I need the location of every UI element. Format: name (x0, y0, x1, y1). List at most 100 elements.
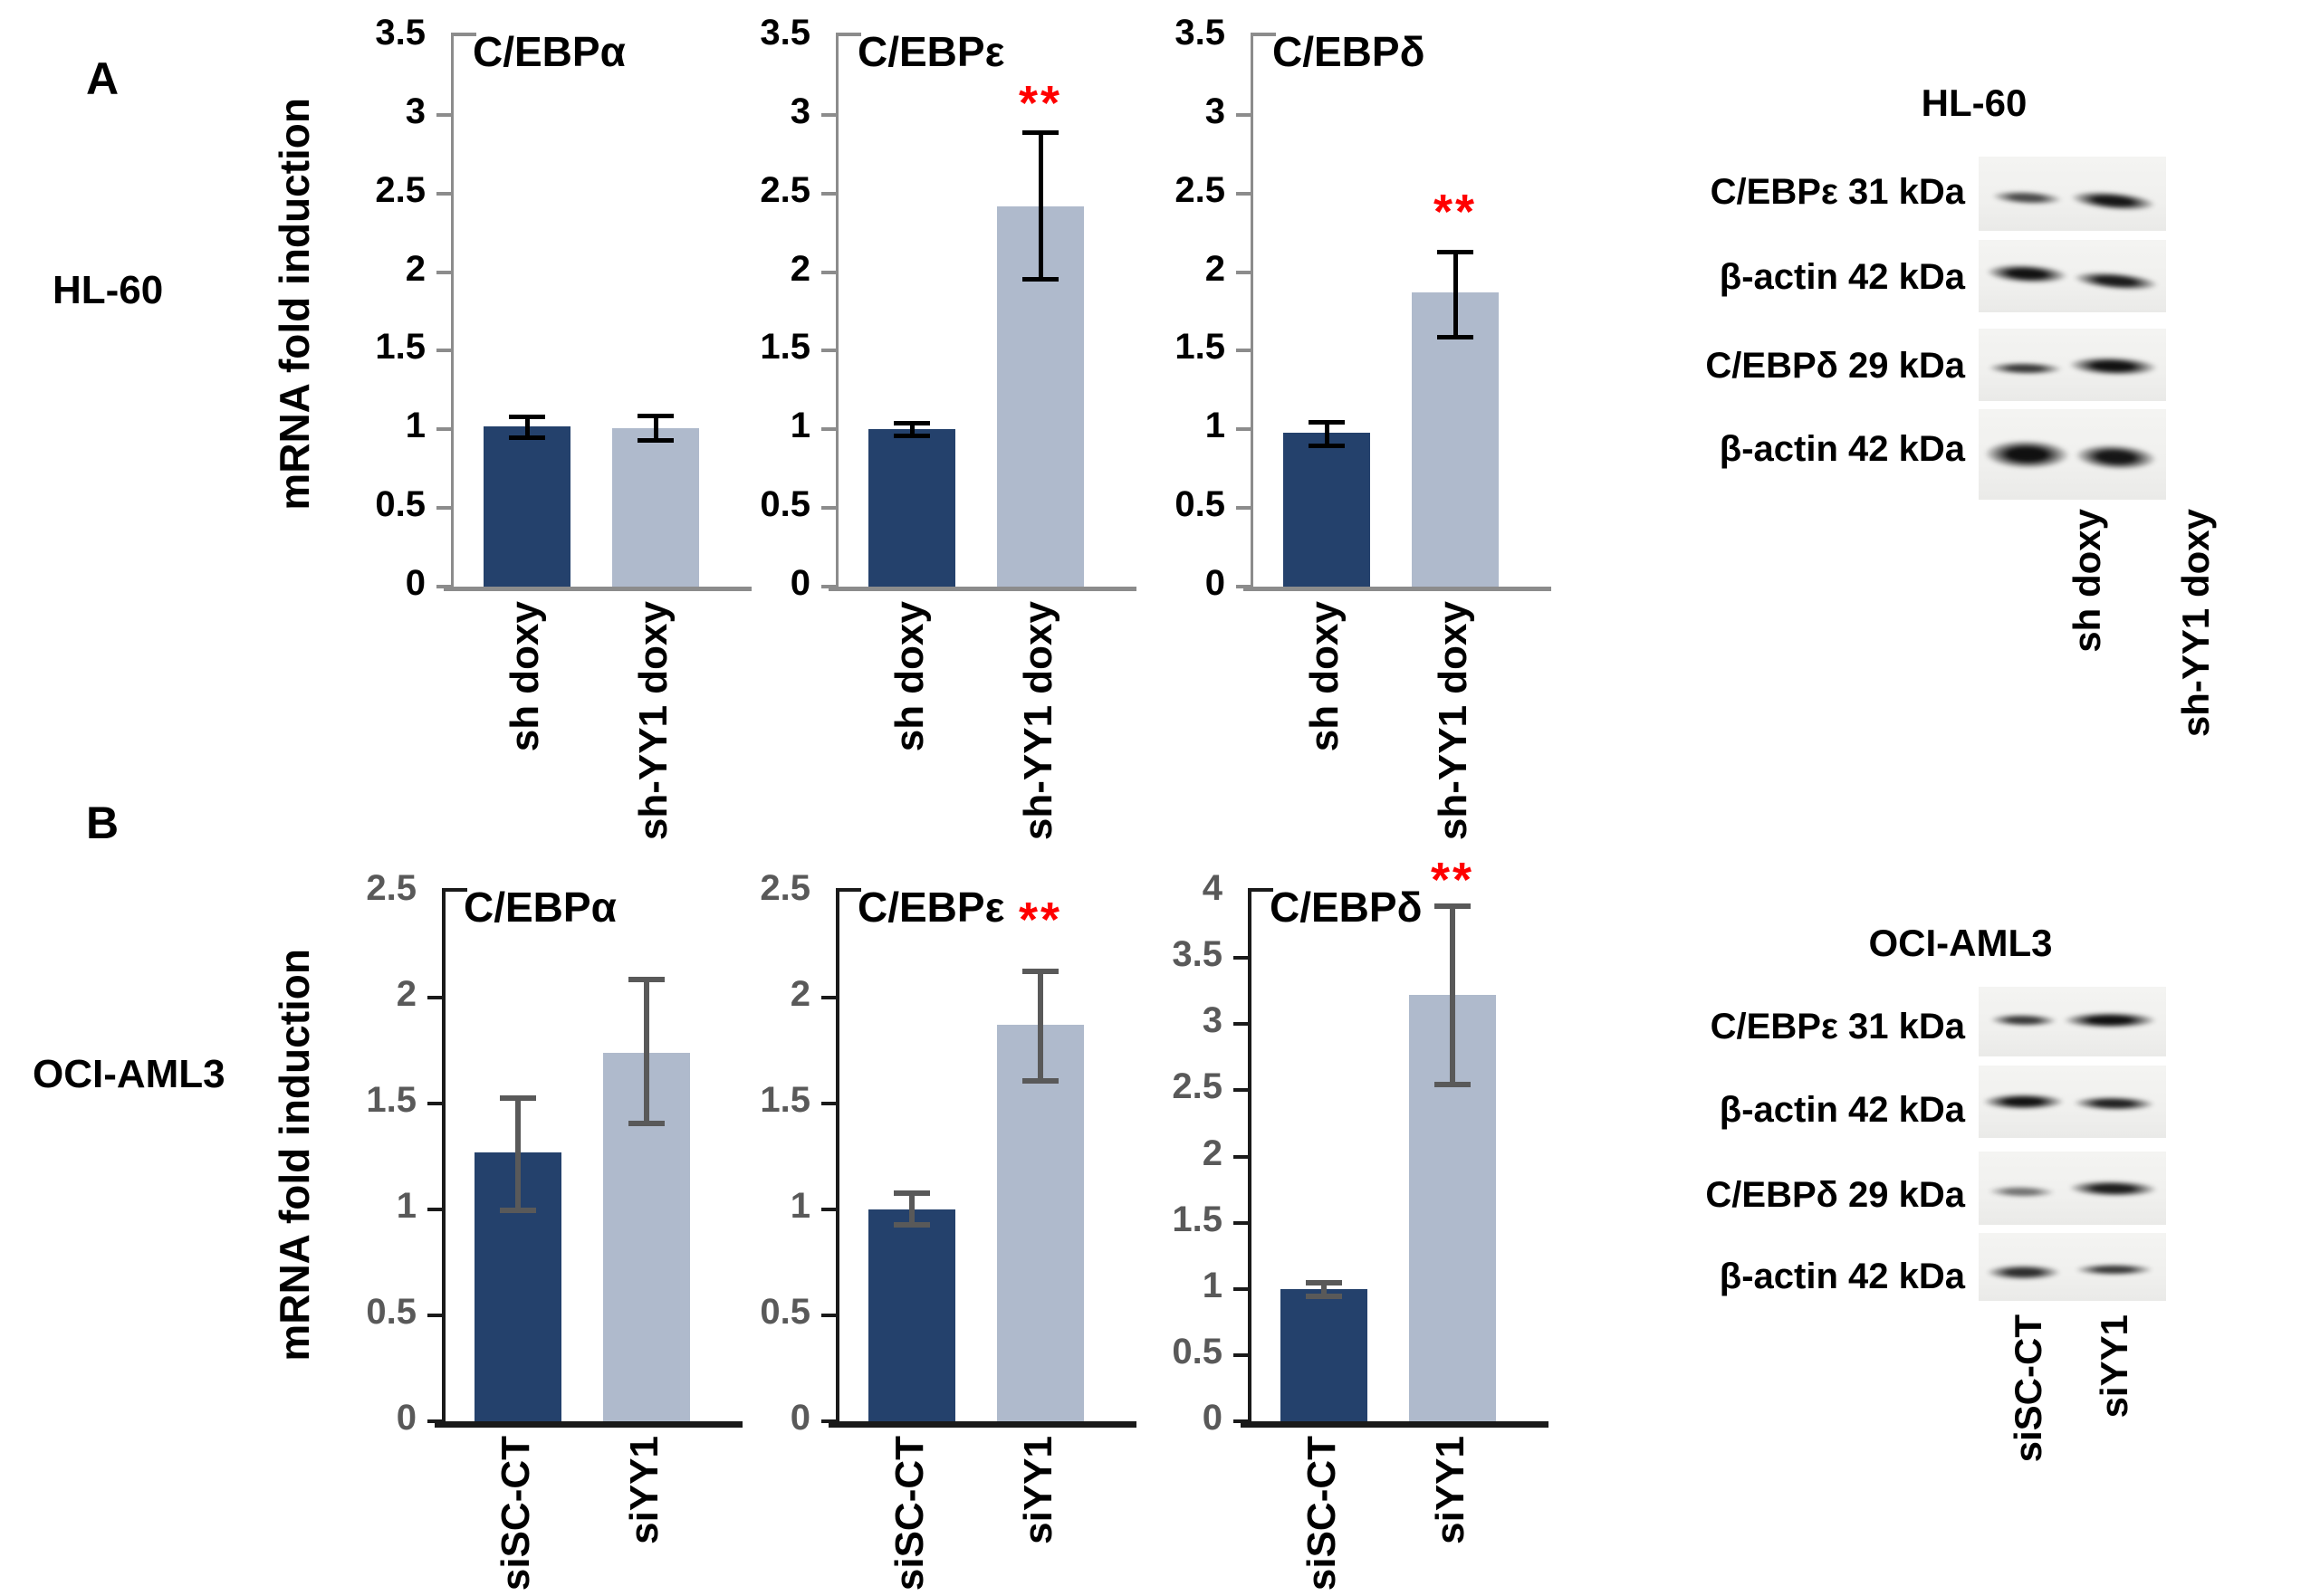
x-axis-category-label: siSC-CT (494, 1436, 538, 1591)
protein-band (1991, 188, 2064, 206)
western-blot-strip-cebpe (1979, 987, 2166, 1056)
error-bar-cap (1434, 903, 1471, 909)
y-axis-tick (436, 112, 453, 117)
y-axis-tick (821, 1314, 838, 1317)
y-axis-top-cap (838, 888, 861, 892)
y-axis-spine (836, 888, 839, 1423)
y-axis-tick (1233, 1220, 1250, 1225)
western-blot-strip-cebpd (1979, 1152, 2166, 1225)
error-bar (1039, 131, 1043, 279)
y-axis-tick-label: 3 (405, 91, 426, 131)
error-bar-cap (1437, 249, 1473, 254)
y-axis-tick-label: 2.5 (1174, 169, 1225, 210)
error-bar (654, 415, 658, 441)
error-bar (644, 978, 649, 1123)
x-axis-category-label: sh doxy (887, 601, 932, 752)
protein-band (2063, 1011, 2157, 1029)
bar (997, 1025, 1084, 1421)
x-axis-category-label: siYY1 (1016, 1436, 1060, 1544)
error-bar-cap (894, 1190, 930, 1197)
blot-row-label: C/EBPε 31 kDa (1710, 172, 1965, 212)
error-bar-cap (894, 434, 930, 439)
bar-chart-ociaml3-cebpe: 0 0.5 1 1.5 2 2.5 C/EBPε siSC-CT siYY1 ** (760, 868, 1136, 1591)
y-axis-tick-label: 3 (790, 91, 810, 131)
x-axis-category-label: sh-YY1 doxy (1016, 601, 1060, 841)
y-axis-top-cap (453, 33, 476, 36)
error-bar-cap (500, 1208, 536, 1213)
protein-band (2073, 442, 2158, 473)
error-bar-cap (628, 976, 665, 982)
cell-line-label-ociaml3: OCI-AML3 (33, 1052, 225, 1096)
y-axis-tick-label: 1.5 (1174, 327, 1225, 368)
error-bar (1038, 970, 1043, 1081)
chart-title: C/EBPα (464, 884, 617, 931)
x-axis-category-label: sh-YY1 doxy (1431, 601, 1475, 841)
y-axis-tick (821, 112, 838, 117)
y-axis-tick-label: 0 (396, 1398, 417, 1438)
x-axis-category-label: siSC-CT (887, 1436, 932, 1591)
y-axis-tick-label: 2 (396, 974, 417, 1014)
bar-chart-ociaml3-cebpd: 0 0.5 1 1.5 2 2.5 3 3.5 4 C/EBPδ siSC-CT siYY1 ** (1172, 853, 1548, 1591)
y-axis-tick-label: 2 (405, 248, 426, 289)
y-axis-tick (1233, 1088, 1250, 1093)
y-axis-tick (1236, 191, 1252, 196)
y-axis-tick-label: 2.5 (375, 169, 426, 210)
blot-row-label: β-actin 42 kDa (1719, 429, 1965, 469)
y-axis-tick-label: 2.5 (1172, 1066, 1222, 1107)
y-axis-tick-label: 3 (1204, 91, 1225, 131)
y-axis-tick (821, 427, 838, 432)
y-axis-tick (1233, 1352, 1250, 1357)
blot-lane-label: siYY1 (2093, 1314, 2135, 1419)
y-axis-tick-label: 1.5 (375, 327, 426, 368)
error-bar-cap (1437, 334, 1473, 339)
bar (612, 427, 699, 587)
y-axis-tick-label: 1.5 (760, 1080, 810, 1120)
y-axis-tick-label: 1 (1202, 1265, 1222, 1305)
y-axis-tick-label: 4 (1202, 868, 1222, 908)
y-axis-title-panel-a: mRNA fold induction (271, 98, 318, 511)
bar (484, 425, 570, 587)
y-axis-tick (1233, 1286, 1250, 1291)
x-axis-baseline (1241, 1421, 1548, 1428)
error-bar-cap (1022, 276, 1059, 282)
blot-lane-label: sh doxy (2066, 509, 2108, 653)
y-axis-tick (427, 1208, 444, 1211)
bar-chart-hl60-cebpd: 0 0.5 1 1.5 2 2.5 3 3.5 C/EBPδ sh doxy sh-YY1 doxy… (1174, 13, 1551, 840)
x-axis-baseline (829, 1421, 1136, 1428)
y-axis-tick (436, 506, 453, 511)
y-axis-top-cap (1250, 888, 1273, 892)
y-axis-tick (1233, 1154, 1250, 1159)
y-axis-tick-label: 3.5 (1172, 934, 1222, 975)
y-axis-tick (427, 1314, 444, 1317)
error-bar-cap (1022, 1078, 1059, 1085)
y-axis-tick-label: 1 (790, 1186, 810, 1226)
y-axis-tick (1233, 1022, 1250, 1027)
chart-title: C/EBPε (858, 28, 1005, 75)
y-axis-tick (821, 1208, 838, 1211)
y-axis-top-cap (1252, 33, 1276, 36)
panel-a-letter: A (86, 53, 120, 104)
y-axis-tick (427, 1419, 444, 1423)
y-axis-tick-label: 0.5 (1172, 1331, 1222, 1371)
y-axis-tick (1236, 585, 1252, 588)
error-bar-cap (1306, 1280, 1342, 1286)
protein-band (2068, 1179, 2159, 1198)
y-axis-tick (1233, 1419, 1250, 1423)
y-axis-spine (1251, 33, 1253, 588)
y-axis-tick (1236, 506, 1252, 511)
y-axis-tick (436, 191, 453, 196)
y-axis-top-cap (838, 33, 861, 36)
x-axis-category-label: sh doxy (503, 601, 547, 752)
protein-band (1988, 361, 2064, 376)
error-bar (909, 1192, 915, 1225)
y-axis-tick (436, 349, 453, 353)
western-blot-strip-bactin (1979, 240, 2166, 312)
significance-marker: ** (1018, 76, 1063, 131)
y-axis-tick-label: 1 (405, 406, 426, 446)
blot-title-ociaml3: OCI-AML3 (1868, 922, 2053, 964)
y-axis-tick (1233, 956, 1250, 960)
y-axis-tick-label: 2 (1202, 1132, 1222, 1173)
blot-lane-label: siSC-CT (2007, 1314, 2049, 1463)
error-bar-cap (1022, 129, 1059, 135)
